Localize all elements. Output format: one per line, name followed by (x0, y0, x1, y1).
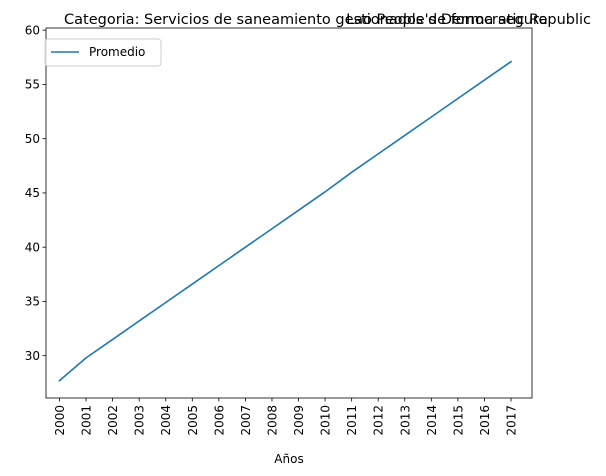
y-axis: 30 35 40 45 50 55 60 (25, 23, 46, 363)
x-axis: 2000 2001 2002 2003 2004 2005 2006 2007 2008 2009… (53, 398, 519, 436)
y-tick-label: 30 (25, 349, 40, 363)
legend-label: Promedio (89, 45, 145, 59)
x-tick-label: 2014 (425, 405, 439, 436)
y-tick-label: 45 (25, 186, 40, 200)
x-tick-label: 2011 (345, 405, 359, 436)
y-tick-label: 55 (25, 78, 40, 92)
x-tick-label: 2012 (372, 405, 386, 436)
x-tick-label: 2008 (265, 405, 279, 436)
y-tick-label: 35 (25, 295, 40, 309)
x-tick-label: 2002 (106, 405, 120, 436)
plot-area (45, 27, 533, 399)
x-tick-label: 2001 (80, 405, 94, 436)
x-tick-label: 2000 (53, 405, 67, 436)
legend-box (44, 38, 162, 67)
y-tick-label: 60 (25, 23, 40, 37)
x-tick-label: 2004 (159, 405, 173, 436)
legend: Promedio (44, 38, 162, 67)
chart-title-right: Lao People's Democratic Republic (346, 12, 591, 28)
series-line (58, 60, 513, 382)
x-tick-label: 2016 (478, 405, 492, 436)
series-layer (58, 60, 513, 382)
chart-title-left: Categoria: Servicios de saneamiento gest… (64, 12, 548, 28)
y-tick-label: 50 (25, 132, 40, 146)
x-tick-label: 2013 (398, 405, 412, 436)
x-axis-label: Años (274, 452, 303, 466)
x-tick-label: 2005 (186, 405, 200, 436)
x-tick-label: 2006 (212, 405, 226, 436)
y-tick-label: 40 (25, 240, 40, 254)
x-tick-label: 2003 (133, 405, 147, 436)
x-tick-label: 2007 (239, 405, 253, 436)
x-tick-label: 2017 (505, 405, 519, 436)
x-tick-label: 2009 (292, 405, 306, 436)
x-tick-label: 2010 (319, 405, 333, 436)
x-tick-label: 2015 (451, 405, 465, 436)
